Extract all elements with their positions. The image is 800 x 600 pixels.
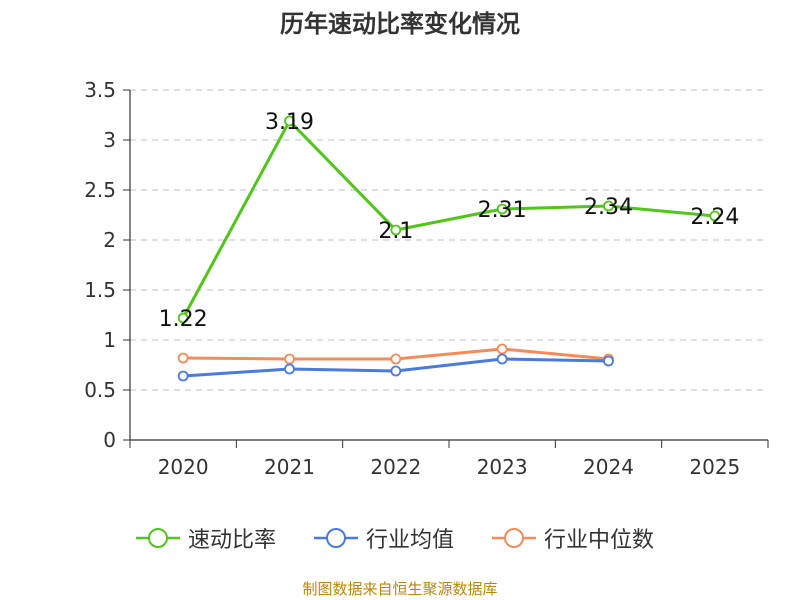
data-point (709, 210, 721, 222)
y-tick-label: 2.5 (84, 178, 116, 202)
data-label: 1.22 (159, 307, 208, 332)
legend-label: 速动比率 (188, 528, 277, 553)
legend-line-marker-icon (492, 528, 536, 548)
legend: 速动比率 行业均值 行业中位数 (0, 518, 800, 558)
data-source-note: 制图数据来自恒生聚源数据库 (302, 580, 498, 598)
y-tick-label: 2 (103, 228, 116, 252)
y-tick-label: 3.5 (84, 78, 116, 102)
y-tick-label: 0 (103, 428, 116, 452)
legend-label: 行业均值 (366, 528, 455, 553)
data-point (284, 363, 295, 375)
legend-line-marker-icon (136, 528, 180, 548)
legend-line-marker-icon (314, 528, 358, 548)
chart-title: 历年速动比率变化情况 (280, 10, 520, 38)
legend-item-industry-average[interactable]: 行业均值 (312, 518, 454, 558)
x-tick-label: 2024 (583, 455, 634, 479)
legend-item-industry-median[interactable]: 行业中位数 (490, 518, 654, 558)
data-label: 2.34 (584, 195, 633, 220)
legend-item-quick-ratio[interactable]: 速动比率 (134, 518, 276, 558)
data-point (177, 370, 189, 382)
y-tick-label: 1 (103, 328, 116, 352)
data-point (177, 352, 189, 364)
data-point (496, 353, 508, 365)
data-point (496, 203, 508, 215)
data-label: 2.24 (690, 205, 739, 230)
x-tick-label: 2021 (264, 455, 315, 479)
data-point (603, 200, 614, 212)
data-point (284, 353, 295, 365)
x-tick-label: 2025 (689, 455, 740, 479)
x-tick-label: 2022 (370, 455, 421, 479)
data-label: 3.19 (265, 110, 314, 135)
x-tick-label: 2020 (158, 455, 209, 479)
series-line (181, 119, 715, 319)
data-point (496, 343, 508, 355)
data-label: 2.1 (378, 219, 413, 244)
data-point (603, 355, 614, 367)
legend-label: 行业中位数 (544, 528, 655, 553)
x-tick-label: 2023 (477, 455, 528, 479)
y-tick-label: 0.5 (84, 378, 116, 402)
data-point (390, 224, 402, 236)
y-tick-label: 3 (103, 128, 116, 152)
y-tick-label: 1.5 (84, 278, 116, 302)
data-point (284, 115, 295, 127)
data-point (390, 353, 402, 365)
data-point (177, 312, 189, 324)
data-label: 2.31 (478, 198, 527, 223)
data-point (390, 365, 402, 377)
